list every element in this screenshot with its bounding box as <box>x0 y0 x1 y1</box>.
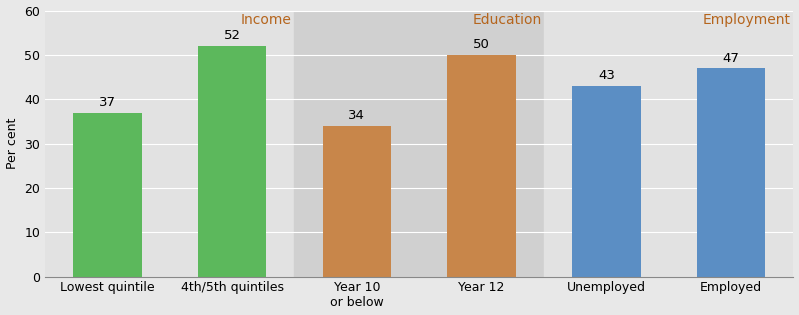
Text: Income: Income <box>241 13 292 27</box>
Text: 43: 43 <box>598 69 614 83</box>
Text: Employment: Employment <box>703 13 791 27</box>
Bar <box>572 86 641 277</box>
Text: 47: 47 <box>722 52 740 65</box>
Bar <box>73 112 141 277</box>
Bar <box>45 11 295 277</box>
Bar <box>697 68 765 277</box>
Text: 37: 37 <box>99 96 116 109</box>
Bar <box>198 46 266 277</box>
Text: 50: 50 <box>473 38 490 51</box>
Bar <box>295 11 544 277</box>
Bar <box>544 11 793 277</box>
Y-axis label: Per cent: Per cent <box>6 118 18 169</box>
Text: Education: Education <box>472 13 542 27</box>
Bar <box>447 55 516 277</box>
Bar <box>323 126 392 277</box>
Text: 52: 52 <box>224 30 240 43</box>
Text: 34: 34 <box>348 109 365 122</box>
